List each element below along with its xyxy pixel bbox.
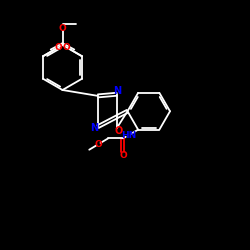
Text: O: O [119,152,127,160]
Text: O: O [95,140,102,148]
Text: O: O [55,43,62,52]
Text: O: O [114,126,122,136]
Text: N: N [113,86,121,96]
Text: HN: HN [121,131,136,140]
Text: O: O [58,24,66,32]
Text: N: N [90,122,98,132]
Text: O: O [62,43,70,52]
